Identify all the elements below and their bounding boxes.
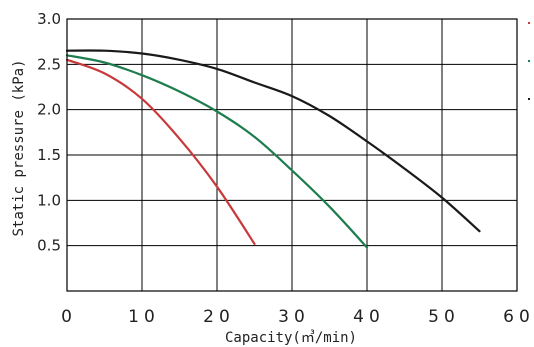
series-line-3 bbox=[65, 49, 481, 233]
x-tick-label: 30 bbox=[278, 307, 310, 327]
grid bbox=[67, 19, 517, 291]
x-tick-labels: 0 10 20 30 40 50 60 bbox=[61, 307, 534, 327]
y-tick-label: 1.0 bbox=[37, 191, 61, 209]
x-axis-title: Capacity(㎥/min) bbox=[225, 330, 357, 346]
y-tick-label: 2.5 bbox=[37, 55, 61, 73]
series-layer bbox=[65, 49, 481, 249]
x-tick-label: 0 bbox=[61, 307, 77, 327]
x-tick-label: 60 bbox=[503, 307, 534, 327]
y-tick-labels: 0.5 1.0 1.5 2.0 2.5 3.0 bbox=[37, 10, 61, 255]
x-tick-label: 40 bbox=[353, 307, 385, 327]
plot-frame bbox=[66, 18, 518, 292]
y-tick-label: 0.5 bbox=[37, 237, 61, 255]
y-axis-title: Static pressure (kPa) bbox=[11, 59, 27, 236]
legend-marker-2 bbox=[528, 60, 530, 62]
x-tick-label: 20 bbox=[203, 307, 235, 327]
y-tick-label: 3.0 bbox=[37, 10, 61, 28]
legend-marker-3 bbox=[528, 98, 530, 100]
y-tick-label: 1.5 bbox=[37, 146, 61, 164]
x-tick-label: 50 bbox=[428, 307, 460, 327]
series-line-1 bbox=[65, 58, 256, 245]
legend bbox=[528, 22, 530, 100]
x-tick-label: 10 bbox=[128, 307, 160, 327]
series-line-2 bbox=[65, 54, 369, 249]
legend-marker-1 bbox=[528, 22, 530, 24]
y-tick-label: 2.0 bbox=[37, 101, 61, 119]
